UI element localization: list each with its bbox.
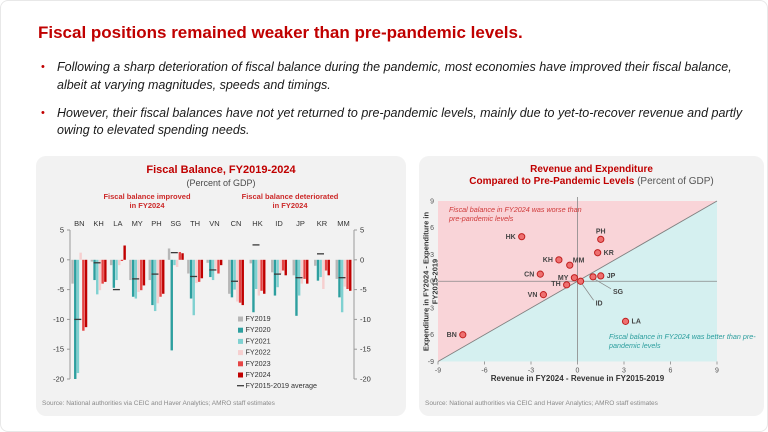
svg-text:HK: HK: [506, 234, 516, 241]
svg-text:HK: HK: [252, 219, 262, 228]
bar-chart-subtitle: (Percent of GDP): [186, 178, 256, 188]
svg-text:KR: KR: [604, 250, 614, 257]
svg-text:JP: JP: [296, 219, 305, 228]
svg-text:0: 0: [60, 255, 64, 264]
group-header-improved-line1: Fiscal balance improved: [103, 192, 191, 201]
svg-text:-5: -5: [57, 285, 64, 294]
svg-text:BN: BN: [74, 219, 84, 228]
scatter-title-line2-main: Compared to Pre-Pandemic Levels: [469, 176, 635, 187]
bullet-icon: •: [41, 106, 45, 119]
svg-text:3: 3: [430, 252, 434, 259]
svg-text:5: 5: [360, 226, 364, 235]
svg-text:-6: -6: [428, 332, 434, 339]
bullet-icon: •: [41, 61, 45, 73]
group-header-deteriorated-line1: Fiscal balance deteriorated: [241, 192, 339, 201]
bullet-item: • However, their fiscal balances have no…: [39, 105, 755, 141]
svg-text:-6: -6: [481, 368, 487, 375]
svg-text:SG: SG: [170, 219, 181, 228]
annotation-better: Fiscal balance in FY2024 was better than…: [609, 332, 756, 351]
svg-text:9: 9: [715, 368, 719, 375]
svg-text:0: 0: [430, 279, 434, 286]
svg-text:FY2019: FY2019: [246, 314, 271, 323]
svg-text:-9: -9: [428, 359, 434, 366]
svg-text:MM: MM: [337, 219, 350, 228]
svg-text:-5: -5: [360, 285, 367, 294]
page-title: Fiscal positions remained weaker than pr…: [38, 23, 523, 42]
svg-text:5: 5: [60, 226, 64, 235]
scatter-title-line1: Revenue and Expenditure: [530, 164, 653, 175]
svg-text:MM: MM: [573, 258, 585, 265]
svg-text:-3: -3: [428, 305, 434, 312]
svg-text:-20: -20: [53, 375, 64, 384]
svg-text:PH: PH: [596, 229, 606, 236]
svg-text:ID: ID: [596, 301, 603, 308]
scatter-title-line2: Compared to Pre-Pandemic Levels (Percent…: [419, 176, 764, 187]
source-note: Source: National authorities via CEIC an…: [42, 400, 275, 407]
group-header-improved-line2: in FY2024: [129, 200, 165, 210]
group-header-improved: Fiscal balance improved in FY2024: [76, 192, 218, 210]
bullet-list: • Following a sharp deterioration of fis…: [39, 59, 755, 150]
svg-text:CN: CN: [524, 271, 534, 278]
svg-text:FY2022: FY2022: [246, 348, 271, 357]
svg-text:LA: LA: [113, 219, 122, 228]
revenue-expenditure-panel: Revenue and Expenditure Compared to Pre-…: [419, 156, 764, 416]
fiscal-balance-panel: Fiscal Balance, FY2019-2024 (Percent of …: [36, 156, 406, 416]
svg-text:-15: -15: [53, 345, 64, 354]
svg-text:-15: -15: [360, 345, 371, 354]
svg-text:0: 0: [360, 255, 364, 264]
svg-text:VN: VN: [528, 292, 538, 299]
svg-text:-10: -10: [360, 315, 371, 324]
svg-text:-3: -3: [528, 368, 534, 375]
group-header-deteriorated: Fiscal balance deteriorated in FY2024: [220, 192, 360, 210]
fiscal-balance-bar-chart: 5 5 0 0 -5 -5 -10 -10 -15 -15 -20 -20 BN KH LA MY PH SG TH…: [53, 219, 371, 390]
svg-text:FY2023: FY2023: [246, 359, 271, 368]
svg-text:KH: KH: [543, 257, 553, 264]
svg-text:ID: ID: [275, 219, 283, 228]
scatter-xaxis-title: Revenue in FY2024 - Revenue in FY2015-20…: [490, 374, 665, 383]
svg-text:MY: MY: [558, 275, 569, 282]
annotation-worse: Fiscal balance in FY2024 was worse than …: [449, 205, 582, 224]
svg-text:-9: -9: [435, 368, 441, 375]
svg-text:LA: LA: [632, 319, 641, 326]
bar-chart-title: Fiscal Balance, FY2019-2024: [146, 164, 296, 176]
svg-text:KR: KR: [317, 219, 328, 228]
scatter-title-line2-suffix: (Percent of GDP): [634, 176, 714, 187]
bullet-text: Following a sharp deterioration of fisca…: [57, 60, 732, 92]
svg-text:-10: -10: [53, 315, 64, 324]
svg-text:6: 6: [430, 225, 434, 232]
svg-text:MY: MY: [132, 219, 143, 228]
svg-text:SG: SG: [613, 289, 624, 296]
svg-text:KH: KH: [93, 219, 103, 228]
svg-text:JP: JP: [607, 273, 616, 280]
scatter-yaxis-title: Expenditure in FY2024 - Expenditure in F…: [421, 211, 440, 352]
source-note: Source: National authorities via CEIC an…: [425, 400, 658, 407]
svg-text:3: 3: [622, 368, 626, 375]
svg-text:-20: -20: [360, 375, 371, 384]
svg-text:CN: CN: [231, 219, 242, 228]
svg-text:VN: VN: [209, 219, 219, 228]
svg-text:FY2021: FY2021: [246, 336, 271, 345]
svg-text:TH: TH: [190, 219, 200, 228]
svg-text:9: 9: [430, 198, 434, 205]
svg-text:FY2020: FY2020: [246, 325, 271, 334]
svg-text:0: 0: [576, 368, 580, 375]
svg-text:FY2015-2019 average: FY2015-2019 average: [246, 381, 318, 390]
bullet-text: However, their fiscal balances have not …: [57, 105, 743, 138]
svg-text:6: 6: [669, 368, 673, 375]
svg-text:FY2024: FY2024: [246, 370, 271, 379]
bullet-item: • Following a sharp deterioration of fis…: [39, 59, 755, 95]
svg-text:BN: BN: [447, 332, 457, 339]
svg-text:TH: TH: [551, 281, 560, 288]
group-header-deteriorated-line2: in FY2024: [272, 200, 308, 210]
svg-text:PH: PH: [151, 219, 161, 228]
